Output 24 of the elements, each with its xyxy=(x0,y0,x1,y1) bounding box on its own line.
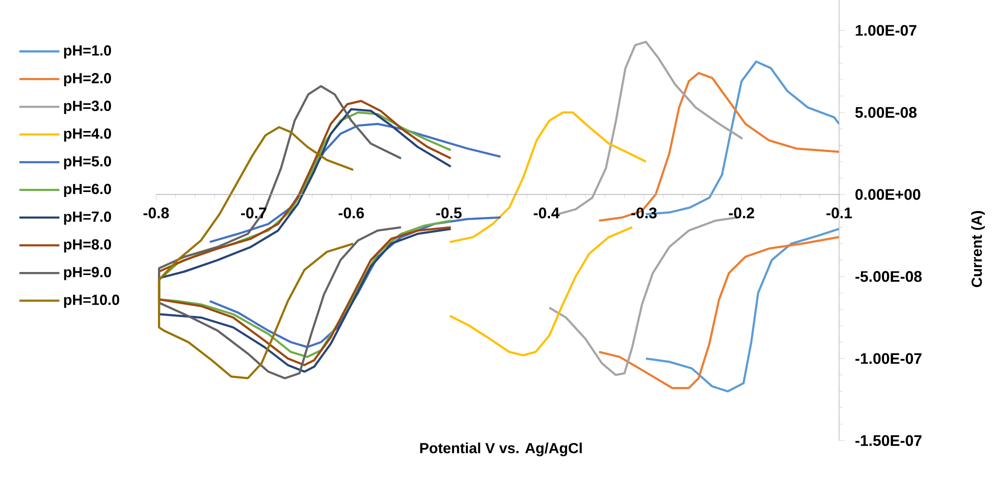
legend-label: pH=8.0 xyxy=(64,239,112,252)
x-tick-label: -0.2 xyxy=(728,208,754,218)
legend-label: pH=4.0 xyxy=(64,128,112,142)
legend-label: pH=1.0 xyxy=(64,45,112,59)
y-tick-label: 0.00E+00 xyxy=(855,189,920,200)
y-axis-title: Current (A) xyxy=(971,211,985,288)
legend-label: pH=7.0 xyxy=(64,212,112,225)
x-tick-label: -0.8 xyxy=(144,208,169,218)
x-axis-title: Potential V vs. Ag/AgCl xyxy=(420,442,582,456)
legend-label: pH=10.0 xyxy=(64,294,120,308)
legend-label: pH=2.0 xyxy=(64,72,112,86)
x-tick-label: -0.5 xyxy=(436,208,462,218)
y-tick-label: 5.00E-08 xyxy=(855,106,917,118)
y-tick-label: -5.00E-08 xyxy=(855,271,922,282)
y-tick-label: 1.00E-07 xyxy=(856,24,916,36)
x-tick-label: -0.1 xyxy=(826,208,852,218)
legend-label: pH=9.0 xyxy=(64,266,112,280)
y-tick-label: -1.50E-07 xyxy=(855,435,922,446)
y-tick-label: -1.00E-07 xyxy=(855,353,922,364)
x-tick-label: -0.6 xyxy=(338,208,364,218)
legend-label: pH=6.0 xyxy=(64,184,112,198)
x-tick-label: -0.4 xyxy=(534,208,560,218)
legend-label: pH=3.0 xyxy=(64,100,112,114)
legend-label: pH=5.0 xyxy=(64,156,112,170)
